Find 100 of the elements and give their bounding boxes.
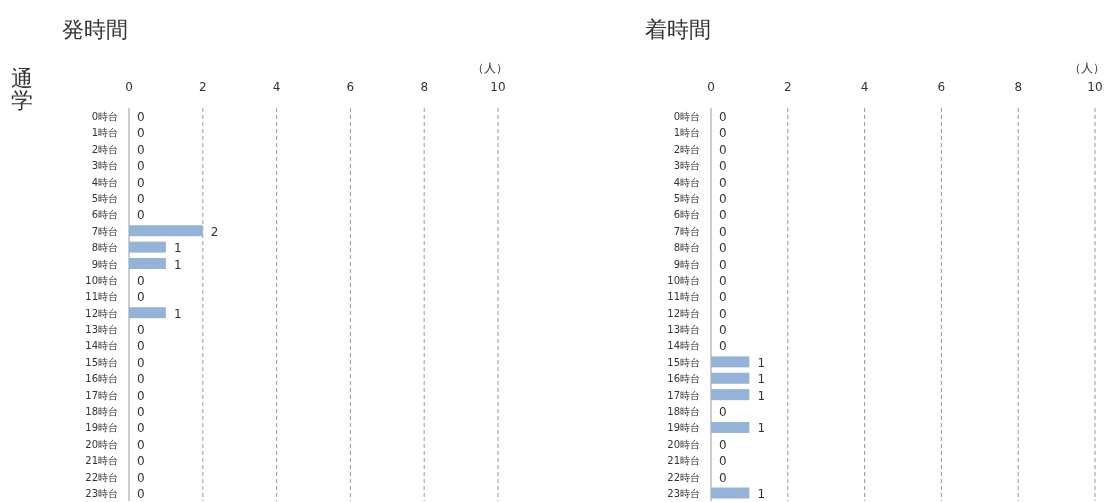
data-label: 0 [137, 437, 145, 452]
y-tick-label: 11時台 [85, 291, 118, 303]
x-tick-label: 10 [1087, 80, 1103, 94]
data-label: 0 [137, 487, 145, 501]
y-tick-label: 21時台 [85, 455, 118, 467]
y-tick-label: 6時台 [91, 209, 118, 221]
data-label: 0 [137, 159, 145, 174]
data-label: 1 [757, 372, 766, 387]
x-tick-label: 2 [198, 80, 207, 94]
y-tick-label: 12時台 [667, 307, 700, 319]
y-tick-label: 4時台 [673, 176, 700, 188]
y-tick-label: 8時台 [673, 242, 700, 254]
y-tick-label: 7時台 [673, 225, 700, 237]
data-label: 1 [173, 257, 182, 272]
data-label: 0 [719, 159, 727, 174]
y-tick-label: 9時台 [91, 258, 118, 270]
y-tick-label: 5時台 [673, 192, 700, 204]
y-tick-label: 18時台 [85, 406, 118, 418]
x-tick-label: 4 [272, 80, 281, 94]
data-label: 1 [757, 487, 766, 501]
x-axis-title: （人） [1069, 61, 1105, 75]
y-tick-label: 10時台 [85, 274, 118, 286]
data-label: 0 [719, 454, 727, 469]
data-label: 0 [719, 191, 727, 206]
y-tick-label: 17時台 [85, 389, 118, 401]
data-label: 0 [137, 388, 145, 403]
data-label: 1 [757, 388, 766, 403]
data-label: 0 [719, 273, 727, 288]
chart-title: 発時間 [62, 17, 128, 42]
data-label: 0 [137, 323, 145, 338]
y-tick-label: 9時台 [673, 258, 700, 270]
y-tick-label: 16時台 [85, 373, 118, 385]
y-tick-label: 12時台 [85, 307, 118, 319]
data-label: 0 [137, 290, 145, 305]
x-tick-label: 8 [1014, 80, 1023, 94]
y-tick-label: 19時台 [85, 422, 118, 434]
x-tick-label: 10 [490, 80, 506, 94]
y-tick-label: 8時台 [91, 242, 118, 254]
y-tick-label: 2時台 [673, 143, 700, 155]
y-tick-label: 18時台 [667, 406, 700, 418]
data-label: 0 [137, 142, 145, 157]
y-tick-label: 10時台 [667, 274, 700, 286]
y-tick-label: 3時台 [673, 160, 700, 172]
data-label: 0 [137, 372, 145, 387]
data-label: 0 [719, 142, 727, 157]
x-axis-title: （人） [472, 61, 508, 75]
chart-title: 着時間 [645, 17, 711, 42]
data-label: 0 [719, 339, 727, 354]
y-tick-label: 22時台 [667, 471, 700, 483]
data-label: 0 [137, 339, 145, 354]
data-label: 0 [719, 175, 727, 190]
data-label: 0 [719, 306, 727, 321]
data-label: 0 [137, 273, 145, 288]
data-label: 0 [137, 175, 145, 190]
data-label: 1 [173, 241, 182, 256]
y-axis-title: 通学 [11, 66, 33, 113]
data-label: 1 [757, 421, 766, 436]
x-tick-label: 8 [420, 80, 429, 94]
y-tick-label: 2時台 [91, 143, 118, 155]
y-tick-label: 14時台 [85, 340, 118, 352]
data-label: 0 [719, 470, 727, 485]
y-tick-label: 23時台 [85, 488, 118, 499]
data-label: 1 [173, 306, 182, 321]
data-label: 0 [137, 126, 145, 141]
y-tick-label: 0時台 [91, 111, 118, 122]
y-tick-label: 15時台 [667, 356, 700, 368]
y-tick-label: 6時台 [673, 209, 700, 221]
data-label: 0 [137, 355, 145, 370]
x-tick-label: 0 [707, 80, 715, 94]
data-label: 0 [719, 290, 727, 305]
data-label: 0 [137, 421, 145, 436]
y-tick-label: 13時台 [85, 324, 118, 336]
y-tick-label: 4時台 [91, 176, 118, 188]
y-tick-label: 21時台 [667, 455, 700, 467]
y-tick-label: 20時台 [667, 438, 700, 450]
y-tick-label: 23時台 [667, 488, 700, 499]
y-tick-label: 17時台 [667, 389, 700, 401]
data-label: 0 [719, 224, 727, 239]
y-tick-label: 20時台 [85, 438, 118, 450]
x-tick-label: 0 [125, 80, 133, 94]
data-label: 0 [719, 241, 727, 256]
data-label: 0 [719, 257, 727, 272]
y-tick-label: 7時台 [91, 225, 118, 237]
data-label: 0 [137, 208, 145, 223]
x-tick-label: 6 [346, 80, 355, 94]
y-tick-label: 13時台 [667, 324, 700, 336]
data-label: 0 [719, 126, 727, 141]
data-label: 1 [757, 355, 766, 370]
x-tick-label: 6 [937, 80, 946, 94]
x-tick-label: 4 [860, 80, 869, 94]
y-tick-label: 1時台 [673, 127, 700, 139]
data-label: 0 [719, 323, 727, 338]
data-label: 0 [719, 405, 727, 420]
y-tick-label: 11時台 [667, 291, 700, 303]
data-label: 0 [719, 208, 727, 223]
data-label: 2 [210, 224, 219, 239]
data-label: 0 [137, 454, 145, 469]
y-tick-label: 22時台 [85, 471, 118, 483]
y-tick-label: 5時台 [91, 192, 118, 204]
data-label: 0 [719, 437, 727, 452]
